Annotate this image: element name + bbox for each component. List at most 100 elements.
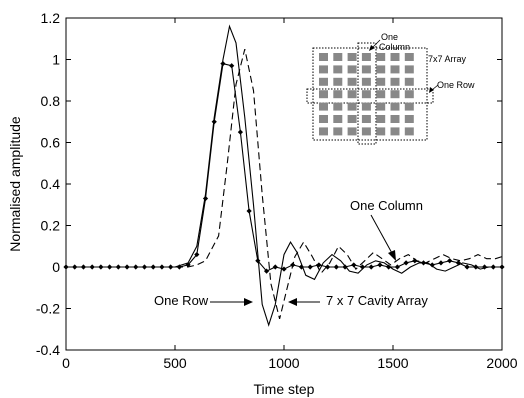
inset-cell	[376, 53, 386, 61]
x-tick-label: 1000	[268, 355, 299, 371]
inset-cell	[390, 127, 400, 136]
inset-cell	[347, 102, 357, 111]
inset-cell	[390, 77, 400, 86]
inset-label-column: Column	[379, 42, 410, 52]
series-marker	[281, 266, 287, 272]
inset-cell	[404, 77, 414, 86]
inset-cell	[376, 90, 386, 99]
series-line-1	[66, 24, 502, 327]
inset-array-diagram: One Column 7x7 Array One Row	[306, 32, 475, 145]
inset-cell	[404, 65, 414, 74]
inset-cell	[361, 90, 371, 99]
inset-cell	[319, 90, 328, 99]
inset-cell	[376, 127, 386, 136]
inset-cell	[361, 102, 371, 111]
series-marker	[272, 264, 278, 270]
x-tick-label: 0	[62, 355, 70, 371]
annotation-one-row: One Row	[154, 293, 253, 308]
annotation-cavity-array-arrowhead	[288, 298, 297, 306]
inset-row-arrowhead	[429, 87, 434, 93]
inset-row-arrow	[431, 84, 439, 91]
inset-cell	[404, 90, 414, 99]
annotation-one-column-arrow	[370, 214, 394, 256]
inset-label-row: One Row	[437, 80, 475, 90]
y-tick-label: -0.4	[36, 342, 60, 358]
inset-cell	[361, 127, 371, 136]
inset-cell	[347, 77, 357, 86]
y-tick-label: 1.2	[41, 10, 61, 26]
inset-cell	[404, 115, 414, 123]
inset-cell	[361, 53, 371, 61]
inset-cells	[319, 53, 414, 136]
series-marker	[237, 129, 243, 135]
inset-cell	[404, 127, 414, 136]
series-marker	[325, 264, 331, 270]
series-layer	[63, 24, 505, 327]
inset-cell	[319, 65, 328, 74]
inset-cell	[390, 115, 400, 123]
y-tick-label: 0	[52, 259, 60, 275]
x-tick-label: 2000	[486, 355, 517, 371]
inset-cell	[390, 53, 400, 61]
inset-cell	[333, 127, 343, 136]
annotation-one-column-label: One Column	[350, 198, 423, 213]
y-tick-label: 0.6	[41, 135, 61, 151]
inset-column-arrow	[371, 39, 381, 49]
series-marker	[455, 260, 461, 266]
y-tick-label: 0.4	[41, 176, 61, 192]
inset-cell	[361, 115, 371, 123]
annotation-one-row-label: One Row	[154, 293, 209, 308]
inset-cell	[333, 65, 343, 74]
inset-cell	[361, 65, 371, 74]
annotation-one-column-arrowhead	[388, 250, 396, 261]
inset-cell	[347, 65, 357, 74]
inset-cell	[347, 53, 357, 61]
inset-column-outline	[357, 42, 377, 145]
inset-cell	[404, 53, 414, 61]
inset-cell	[319, 115, 328, 123]
inset-cell	[319, 77, 328, 86]
inset-cell	[319, 127, 328, 136]
series-marker	[377, 262, 383, 268]
inset-cell	[347, 115, 357, 123]
x-axis-label: Time step	[254, 381, 315, 397]
series-marker	[307, 264, 313, 270]
x-tick-label: 500	[163, 355, 187, 371]
inset-cell	[347, 90, 357, 99]
y-axis-label: Normalised amplitude	[7, 116, 23, 252]
inset-cell	[376, 65, 386, 74]
x-tick-label: 1500	[377, 355, 408, 371]
series-marker	[412, 258, 418, 264]
series-marker	[429, 262, 435, 268]
x-axis-ticks: 0 500 1000 1500 2000	[62, 18, 518, 371]
series-marker	[246, 208, 252, 214]
inset-cell	[347, 127, 357, 136]
series-marker	[438, 260, 444, 266]
series-marker	[194, 251, 200, 258]
series-marker	[368, 264, 374, 270]
inset-cell	[404, 102, 414, 111]
series-line-2	[66, 48, 503, 320]
annotation-cavity-array-label: 7 x 7 Cavity Array	[326, 293, 428, 308]
annotation-one-column: One Column	[350, 198, 423, 261]
plot-area	[65, 17, 503, 351]
series-marker	[229, 63, 235, 69]
inset-cell	[333, 77, 343, 86]
inset-label-one: One	[381, 32, 398, 42]
series-marker	[464, 264, 470, 270]
annotation-one-row-arrowhead	[244, 298, 253, 306]
series-marker	[403, 260, 409, 266]
inset-cell	[333, 102, 343, 111]
inset-cell	[333, 90, 343, 99]
inset-cell	[376, 77, 386, 86]
inset-cell	[390, 90, 400, 99]
inset-row-outline	[306, 88, 434, 104]
inset-cell	[390, 65, 400, 74]
inset-cell	[376, 115, 386, 123]
series-marker	[447, 258, 453, 264]
y-tick-label: 0.8	[41, 93, 61, 109]
series-marker	[394, 264, 400, 270]
inset-column-arrowhead	[369, 45, 375, 51]
inset-cell	[333, 53, 343, 61]
inset-label-array: 7x7 Array	[428, 54, 467, 64]
